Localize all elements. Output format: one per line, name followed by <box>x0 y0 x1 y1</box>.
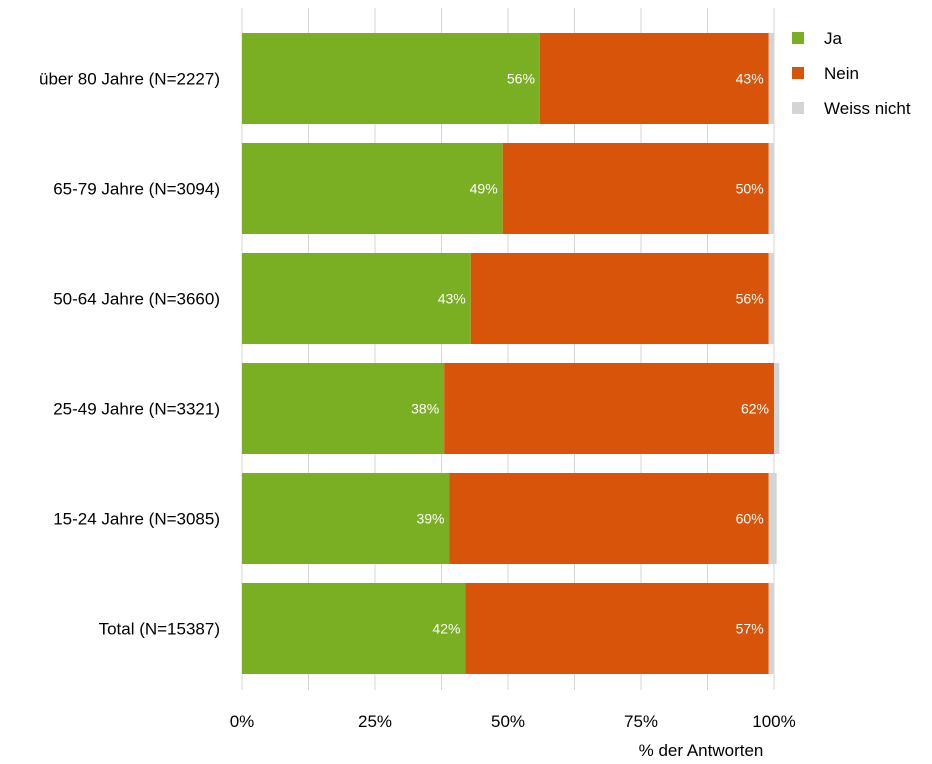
data-label: 38% <box>411 401 439 417</box>
bars: 56% 43% 49% 50% 43% 56% 38% 62% 39% 60% 42% 57% <box>242 33 780 674</box>
data-label: 43% <box>438 291 466 307</box>
category-labels: über 80 Jahre (N=2227) 65-79 Jahre (N=309… <box>39 70 220 639</box>
x-tick-label: 75% <box>624 712 658 731</box>
bar-segment-nein <box>449 473 769 564</box>
bar-segment-weiss-nicht <box>768 583 774 674</box>
x-tick-label: 25% <box>358 712 392 731</box>
data-label: 39% <box>416 511 444 527</box>
bar-segment-weiss-nicht <box>768 33 774 124</box>
bar-segment-weiss-nicht <box>774 363 780 454</box>
bar-segment-ja <box>242 143 503 234</box>
category-label: 50-64 Jahre (N=3660) <box>53 290 220 309</box>
legend-swatch <box>792 102 804 114</box>
bar-segment-nein <box>470 253 769 344</box>
data-label: 56% <box>507 71 535 87</box>
data-label: 43% <box>736 71 764 87</box>
data-label: 60% <box>736 511 764 527</box>
category-label: 15-24 Jahre (N=3085) <box>53 510 220 529</box>
data-label: 57% <box>736 621 764 637</box>
bar-segment-ja <box>242 583 466 674</box>
x-tick-label: 50% <box>491 712 525 731</box>
data-label: 42% <box>432 621 460 637</box>
bar-segment-ja <box>242 473 450 564</box>
category-label: 25-49 Jahre (N=3321) <box>53 400 220 419</box>
legend: Ja Nein Weiss nicht <box>792 29 911 118</box>
category-label: über 80 Jahre (N=2227) <box>39 70 220 89</box>
bar-segment-nein <box>465 583 769 674</box>
data-label: 49% <box>470 181 498 197</box>
legend-label: Weiss nicht <box>824 99 911 118</box>
bar-segment-ja <box>242 253 471 344</box>
bar-segment-nein <box>444 363 774 454</box>
bar-segment-weiss-nicht <box>768 143 774 234</box>
bar-segment-ja <box>242 363 445 454</box>
x-axis-title: % der Antworten <box>639 741 764 760</box>
legend-label: Nein <box>824 64 859 83</box>
x-axis-ticks: 0% 25% 50% 75% 100% <box>230 712 796 731</box>
bar-segment-ja <box>242 33 540 124</box>
data-label: 56% <box>736 291 764 307</box>
category-label: 65-79 Jahre (N=3094) <box>53 180 220 199</box>
legend-label: Ja <box>824 29 843 48</box>
data-label: 50% <box>736 181 764 197</box>
legend-swatch <box>792 32 804 44</box>
bar-segment-weiss-nicht <box>768 253 774 344</box>
category-label: Total (N=15387) <box>99 620 220 639</box>
x-tick-label: 0% <box>230 712 255 731</box>
data-label: 62% <box>741 401 769 417</box>
legend-swatch <box>792 67 804 79</box>
bar-segment-weiss-nicht <box>768 473 777 564</box>
x-tick-label: 100% <box>752 712 795 731</box>
bar-segment-nein <box>539 33 769 124</box>
bar-segment-nein <box>502 143 769 234</box>
